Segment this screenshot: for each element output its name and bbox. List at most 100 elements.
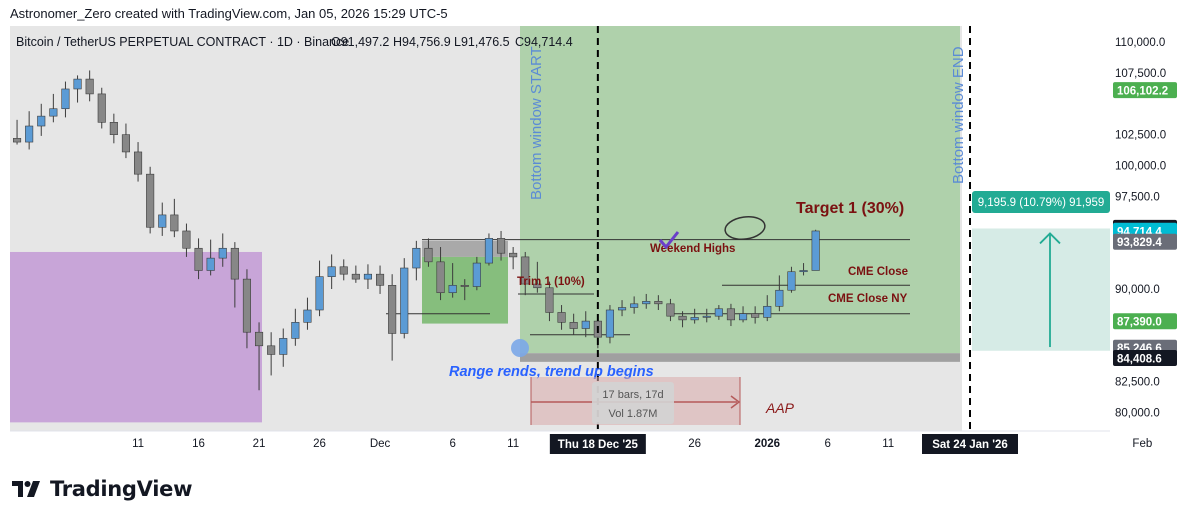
price-label: 93,829.4 [1117, 237, 1162, 249]
candle [351, 265, 360, 283]
measure-badge [972, 191, 1110, 213]
x-tick-label: 11 [132, 438, 144, 450]
candle [630, 296, 639, 314]
measure-label: 9,195.9 (10.79%) 91,959 [978, 197, 1105, 209]
x-tick-label: 21 [253, 438, 266, 450]
ohlc-high: H94,756.9 [393, 35, 451, 49]
candle-body [12, 138, 22, 143]
candle-body [375, 273, 385, 286]
candle [726, 303, 736, 327]
candle [109, 113, 118, 144]
candle [49, 93, 58, 123]
arrow-up-icon [1039, 232, 1061, 245]
candle [714, 305, 723, 320]
candle-body [702, 315, 711, 318]
candle-body [605, 309, 615, 338]
ohlc-low: L91,476.5 [454, 35, 510, 49]
candle [763, 295, 772, 322]
candle-body [545, 287, 554, 313]
x-marker-tag [922, 434, 1018, 454]
x-tick-label: Dec [370, 438, 391, 450]
candle-body [109, 122, 118, 135]
chart-area[interactable]: Bottom window START Bottom window END Targ… [10, 26, 1190, 456]
candle [557, 305, 566, 330]
candle [678, 311, 687, 328]
candle [303, 297, 312, 330]
candle [194, 238, 203, 280]
range-box-top [422, 240, 508, 257]
candle [545, 281, 554, 322]
candle-body [303, 309, 312, 323]
range-end-point [511, 339, 529, 357]
candle-body [424, 247, 433, 263]
candle [799, 263, 808, 276]
candle [242, 269, 251, 349]
tradingview-logo[interactable]: TradingView [12, 474, 192, 504]
tradingview-logo-icon [12, 481, 40, 497]
candle-body [654, 301, 663, 305]
candle-body [134, 151, 143, 175]
candle [775, 275, 784, 312]
candle-body [73, 78, 82, 90]
candle-body [751, 313, 760, 318]
candle [738, 306, 748, 323]
candle-body [49, 108, 58, 117]
candle-body [182, 230, 191, 249]
candle [654, 295, 663, 310]
price-label: 84,408.6 [1117, 354, 1162, 366]
candle-body [291, 322, 300, 339]
price-chart[interactable]: Bottom window START Bottom window END Targ… [10, 26, 1190, 456]
candle-body [230, 247, 239, 280]
candle [363, 264, 373, 290]
x-tick-label: 11 [882, 438, 894, 450]
candle [146, 166, 155, 234]
candle [811, 229, 820, 271]
candle-body [533, 283, 542, 289]
candle-body [97, 93, 106, 123]
candle [85, 70, 94, 102]
candle-body [581, 320, 590, 329]
candle-body [569, 322, 578, 329]
candle-body [448, 284, 457, 294]
price-label-tag [1113, 82, 1177, 99]
date-range-info-box [592, 382, 674, 424]
candle-body [242, 278, 251, 333]
candle [412, 240, 421, 281]
aap-label: AAP [765, 400, 795, 416]
candle [521, 251, 530, 296]
candle [279, 328, 288, 367]
candle-body [170, 214, 179, 232]
candle-body [351, 273, 360, 280]
x-tick-label: 6 [449, 438, 455, 450]
candle-body [496, 238, 506, 254]
window-start-label: Bottom window START [528, 46, 545, 200]
candle [255, 322, 264, 391]
candle [702, 308, 711, 323]
candle [61, 81, 70, 118]
candle [617, 300, 627, 317]
candle [496, 230, 506, 261]
price-label: 106,102.2 [1117, 86, 1168, 98]
y-tick-label: 110,000.0 [1115, 37, 1165, 49]
candle [472, 256, 481, 291]
candle-body [726, 308, 736, 321]
candle [218, 233, 227, 267]
candle-body [436, 261, 445, 294]
candle [25, 111, 34, 150]
candle-body [339, 266, 348, 275]
candle-body [460, 284, 469, 287]
candle [170, 198, 179, 238]
y-tick-label: 102,500.0 [1115, 130, 1166, 142]
candle-body [412, 247, 421, 269]
trim1-label: Trim 1 (10%) [517, 276, 585, 288]
range-end-label: Range rends, trend up begins [449, 364, 654, 380]
candle [315, 260, 324, 317]
candle-body [811, 230, 820, 271]
candle [484, 233, 494, 266]
candle-body [799, 270, 808, 273]
chart-credit: Astronomer_Zero created with TradingView… [10, 6, 448, 21]
candle-body [678, 315, 687, 321]
candle-body [315, 276, 324, 311]
candle [460, 279, 469, 301]
price-label-tag [1113, 350, 1177, 367]
